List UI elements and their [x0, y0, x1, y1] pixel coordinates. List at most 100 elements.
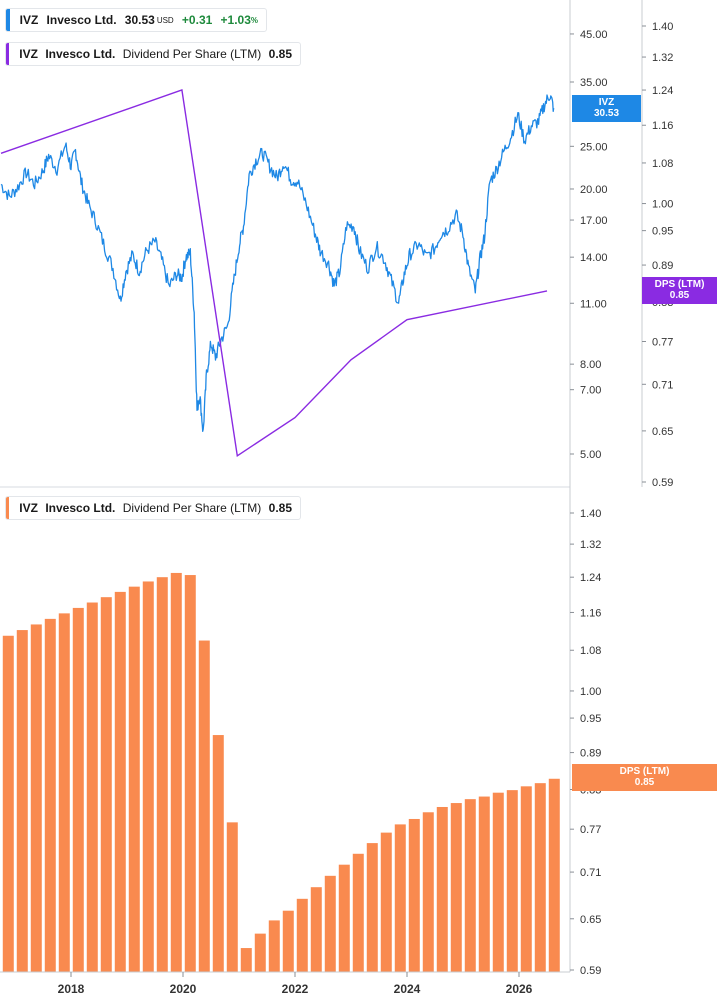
dps-axis-label-bottom: 0.71 [580, 867, 601, 879]
dps-axis-label-top: 1.08 [652, 158, 673, 170]
dps-bar [2, 635, 14, 972]
dps-axis-label-bottom: 0.77 [580, 824, 601, 836]
dps-axis-label-bottom: 1.08 [580, 645, 601, 657]
price-axis-label: 45.00 [580, 29, 608, 41]
dps-legend-top-metric: Dividend Per Share (LTM) [122, 47, 262, 61]
dps-bar [184, 575, 196, 972]
dps-axis-label-top: 1.32 [652, 52, 673, 64]
dps-tag-top-value: 0.85 [669, 290, 690, 301]
dps-bar [198, 640, 210, 972]
dps-bar [86, 602, 98, 972]
dps-legend-bottom-name: Invesco Ltd. [45, 501, 116, 515]
time-axis-label: 2020 [170, 982, 197, 996]
price-legend-change-pct: +1.03 [220, 13, 251, 27]
dps-bar [422, 812, 434, 972]
dps-legend-bottom[interactable]: IVZ Invesco Ltd. Dividend Per Share (LTM… [5, 496, 301, 520]
dps-bar [30, 624, 42, 972]
dps-bar [240, 948, 252, 972]
dps-bar [478, 796, 490, 972]
dps-legend-bottom-value: 0.85 [268, 501, 292, 515]
dps-legend-top-value: 0.85 [268, 47, 292, 61]
price-axis-label: 7.00 [580, 385, 601, 397]
dps-axis-label-top: 1.40 [652, 21, 673, 33]
dps-bar [464, 799, 476, 972]
dps-bar [352, 853, 364, 972]
dps-axis-label-bottom: 1.32 [580, 539, 601, 551]
price-legend[interactable]: IVZ Invesco Ltd. 30.53 USD +0.31 +1.03% [5, 8, 267, 32]
dps-bar [492, 792, 504, 972]
price-line [0, 94, 555, 432]
dps-axis-label-bottom: 0.89 [580, 748, 601, 760]
price-tag-value: 30.53 [593, 108, 620, 119]
price-axis-label: 25.00 [580, 141, 608, 153]
dps-legend-bottom-swatch [6, 497, 10, 519]
dps-bar [142, 581, 154, 972]
dps-bar [254, 933, 266, 972]
dps-bar [100, 597, 112, 972]
dps-axis-label-bottom: 1.40 [580, 508, 601, 520]
dps-axis-label-bottom: 1.16 [580, 607, 601, 619]
dps-bar [310, 887, 322, 972]
dps-axis-label-top: 0.65 [652, 426, 673, 438]
dps-tag-top: DPS (LTM) 0.85 [642, 277, 717, 304]
dps-bar [324, 875, 336, 972]
price-tag: IVZ 30.53 [572, 95, 641, 122]
price-legend-change: +0.31 [181, 13, 213, 27]
dps-bar [114, 591, 126, 972]
dps-legend-bottom-ticker: IVZ [19, 501, 38, 515]
dps-bar [408, 818, 420, 972]
dps-tag-bottom: DPS (LTM) 0.85 [572, 764, 717, 791]
dps-bar [450, 803, 462, 972]
price-legend-currency: USD [156, 15, 174, 25]
time-axis-label: 2024 [394, 982, 421, 996]
dps-axis-label-top: 1.24 [652, 85, 673, 97]
price-legend-ticker: IVZ [19, 13, 39, 27]
dps-bar [156, 577, 168, 972]
dps-axis-label-bottom: 0.59 [580, 965, 601, 977]
dps-axis-label-bottom: 0.95 [580, 713, 601, 725]
dps-bar [268, 920, 280, 972]
dps-bar [366, 843, 378, 972]
price-axis-label: 17.00 [580, 215, 608, 227]
price-legend-swatch [6, 9, 10, 31]
time-axis-label: 2022 [282, 982, 309, 996]
dps-legend-bottom-metric: Dividend Per Share (LTM) [122, 501, 262, 515]
dps-bar [170, 572, 182, 972]
price-axis-label: 11.00 [580, 298, 607, 310]
dps-bar [44, 618, 56, 972]
dps-bar [282, 910, 294, 972]
dps-bar [226, 822, 238, 972]
dps-axis-label-top: 0.89 [652, 260, 673, 272]
dps-bar [380, 832, 392, 972]
dps-axis-label-bottom: 1.24 [580, 572, 601, 584]
dps-bar [338, 864, 350, 972]
price-axis-label: 8.00 [580, 359, 601, 371]
dps-axis-label-top: 0.59 [652, 477, 673, 489]
dps-axis-label-top: 0.71 [652, 379, 673, 391]
dps-legend-top[interactable]: IVZ Invesco Ltd. Dividend Per Share (LTM… [5, 42, 301, 66]
dps-tag-bottom-value: 0.85 [634, 777, 655, 788]
dps-bar [16, 630, 28, 972]
dps-line [0, 89, 548, 457]
dps-axis-label-top: 0.77 [652, 336, 673, 348]
dps-bar [128, 586, 140, 972]
dps-bar [506, 790, 518, 972]
dps-bar [548, 778, 560, 972]
price-axis-label: 5.00 [580, 449, 601, 461]
price-axis-label: 14.00 [580, 252, 608, 264]
price-axis-label: 20.00 [580, 184, 608, 196]
dps-tag-top-label: DPS (LTM) [654, 279, 705, 290]
dps-legend-top-swatch [6, 43, 10, 65]
dps-axis-label-bottom: 1.00 [580, 686, 601, 698]
dps-bar [212, 735, 224, 972]
dps-axis-label-top: 1.00 [652, 199, 673, 211]
price-tag-ticker: IVZ [598, 97, 615, 108]
dps-bar [72, 607, 84, 972]
dps-bar [534, 783, 546, 972]
dps-bar [436, 806, 448, 972]
dps-legend-top-ticker: IVZ [19, 47, 38, 61]
price-legend-name: Invesco Ltd. [46, 13, 117, 27]
dps-bar [296, 898, 308, 972]
time-axis-label: 2026 [506, 982, 533, 996]
